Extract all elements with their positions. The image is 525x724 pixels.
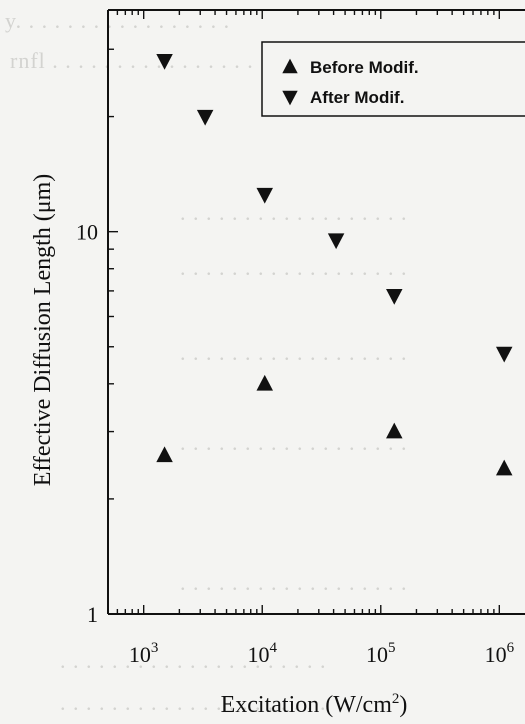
before-modif-point	[495, 459, 513, 476]
background-text-9: . . . . . . . . . . . . . . . . . . . . …	[60, 690, 327, 715]
tick-labels: 103 104 105 106 1 10	[76, 220, 515, 667]
legend-box	[261, 41, 525, 117]
x-tick-label: 106	[485, 640, 515, 667]
x-tick-label: 105	[366, 640, 396, 667]
background-text-8: . . . . . . . . . . . . . . . . . . . . …	[60, 648, 327, 673]
background-text-7: . . . . . . . . . . . . . . . . . .	[180, 570, 408, 595]
x-axis-title: Excitation (W/cm2)	[221, 691, 408, 718]
legend-up-triangle-icon	[282, 58, 298, 74]
background-text-4: . . . . . . . . . . . . . . . . . .	[180, 255, 408, 280]
y-tick-label: 1	[87, 602, 98, 627]
x-tick-label: 104	[247, 640, 277, 667]
background-text-2: rnfl . . . . . . . . . . . . . . . .	[10, 48, 254, 73]
before-modif-point	[156, 446, 173, 463]
axis-ticks	[107, 10, 501, 615]
background-text-5: . . . . . . . . . . . . . . . . . .	[180, 340, 408, 365]
after-modif-point	[327, 233, 345, 250]
before-modif-point	[256, 374, 273, 391]
after-modif-point	[495, 346, 513, 363]
legend-label: Before Modif.	[310, 58, 419, 77]
y-tick-label: 10	[76, 220, 98, 245]
after-modif-point	[156, 53, 173, 70]
after-modif-point	[196, 109, 214, 126]
before-modif-point	[386, 422, 403, 439]
legend-down-triangle-icon	[282, 90, 298, 106]
legend-label: After Modif.	[310, 88, 404, 107]
legend: Before Modif. After Modif.	[261, 41, 525, 117]
after-modif-point	[386, 288, 403, 305]
x-tick-label: 103	[129, 640, 159, 667]
after-modif-point	[256, 187, 273, 204]
y-axis-title: Effective Diffusion Length (μm)	[30, 174, 56, 487]
background-text-6: . . . . . . . . . . . . . . . . . .	[180, 430, 408, 455]
background-text-3: . . . . . . . . . . . . . . . . . .	[180, 200, 408, 225]
data-points	[156, 53, 513, 476]
